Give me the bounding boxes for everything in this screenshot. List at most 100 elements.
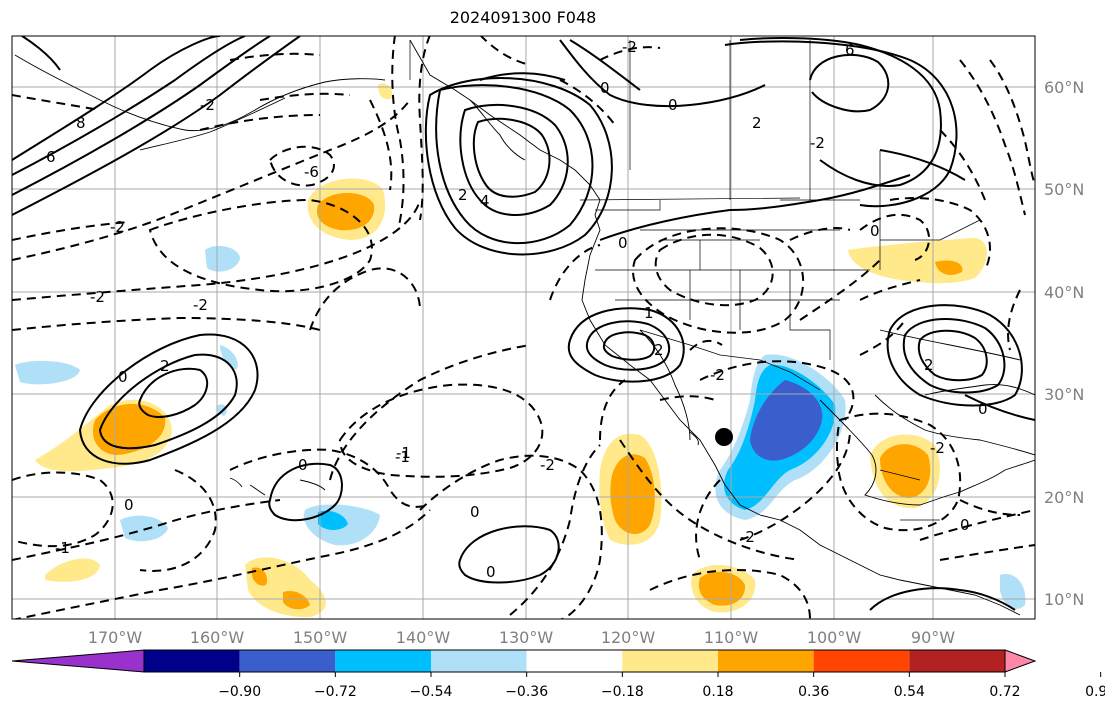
contour-label: -2 [90,288,105,306]
contour-label: 4 [480,192,490,210]
colorbar-tick-label: 0.90 [1085,684,1105,700]
contour-label: -2 [540,456,555,474]
colorbar-tick-label: −0.18 [601,684,644,700]
colorbar-border [143,649,1006,673]
positive-anomaly-light [45,558,100,582]
lon-tick-label: 120°W [601,628,656,647]
lon-tick-label: 160°W [190,628,245,647]
contour-label: 0 [978,400,988,418]
map-background [12,36,1035,619]
colorbar-extend-high [1004,649,1037,673]
lat-tick-label: 20°N [1044,488,1084,507]
positive-anomaly-mid [610,454,655,535]
lon-tick-label: 150°W [293,628,348,647]
longitude-labels: 170°W 160°W 150°W 140°W 130°W 120°W 110°… [88,628,955,647]
lat-tick-label: 40°N [1044,283,1084,302]
lon-tick-label: 140°W [396,628,451,647]
contour-label: 0 [118,368,128,386]
contour-label: 2 [752,114,762,132]
negative-anomaly-patch [220,345,238,370]
contour-label: 8 [76,114,86,132]
colorbar-tick-label: −0.54 [410,684,453,700]
negative-anomaly-patch [205,245,240,272]
colorbar-tick-label: −0.90 [218,684,261,700]
negative-anomaly-patch [318,510,348,530]
map-plot-area: 8 6 4 2 0 -2 -6 -2 2 0 -2 -1 0 -2 0 -2 0… [12,36,1035,619]
colorbar-tick-label: 0.54 [894,684,925,700]
contour-label: -1 [55,539,70,557]
colorbar-bin [718,650,814,672]
location-marker-icon [715,428,733,446]
gridlines [12,36,1035,619]
colorbar-bin [431,650,527,672]
colorbar-bin [622,650,718,672]
colorbar-tick-label: −0.36 [505,684,548,700]
map-title: 2024091300 F048 [449,8,597,27]
contour-label: 1 [644,304,654,322]
colorbar-bin [239,650,336,672]
map-frame [11,35,1036,620]
colorbar-tick-label: −0.72 [314,684,357,700]
lon-tick-label: 100°W [807,628,862,647]
colorbar-bin [144,650,240,672]
positive-anomaly-mid [880,444,931,498]
contour-label: -2 [200,96,215,114]
contour-label: -1 [395,448,410,466]
positive-anomaly-mid [935,260,963,275]
colorbar-tick-label: 0.18 [702,684,733,700]
positive-contours [12,36,1035,611]
contour-label: 0 [486,563,496,581]
contour-label: 2 [458,186,468,204]
negative-contours [12,36,1035,619]
contour-label: 0 [124,496,134,514]
lon-tick-label: 130°W [499,628,554,647]
contour-label: 0 [298,456,308,474]
contour-labels: 8 6 4 2 0 -2 -6 -2 2 0 -2 -1 0 -2 0 -2 0… [46,38,988,581]
contour-label: 0 [618,234,628,252]
lon-tick-label: 110°W [704,628,759,647]
lat-tick-label: 10°N [1044,590,1084,609]
colorbar: −0.90 −0.72 −0.54 −0.36 −0.18 0.18 0.36 0.54 0.7… [11,649,1105,700]
lat-tick-label: 50°N [1044,180,1084,199]
lat-tick-label: 30°N [1044,385,1084,404]
colorbar-extend-low [11,649,145,673]
contour-label: 2 [654,341,664,359]
contour-label: -2 [740,528,755,546]
contour-label: 0 [470,503,480,521]
contour-label: 0 [960,516,970,534]
colorbar-bin [335,650,431,672]
colorbar-bin [526,650,623,672]
negative-anomaly-strong [750,380,823,461]
colorbar-bin [813,650,910,672]
positive-anomaly-mid [283,590,310,610]
negative-anomaly-patch [120,515,168,542]
lon-tick-label: 90°W [911,628,955,647]
negative-anomaly-patch [1000,574,1026,610]
contour-label: 2 [160,357,170,375]
contour-label: 0 [600,79,610,97]
contour-label: 6 [845,41,855,59]
contour-label: -1 [396,444,411,462]
contour-label: -2 [622,38,637,56]
contour-label: 0 [870,222,880,240]
contour-label: -2 [193,296,208,314]
lat-tick-label: 60°N [1044,78,1084,97]
latitude-labels: 60°N 50°N 40°N 30°N 20°N 10°N [1044,78,1084,609]
contour-label: 6 [46,148,56,166]
contour-label: 2 [924,356,934,374]
contour-label: 0 [668,96,678,114]
positive-anomaly-mid [698,571,746,606]
colorbar-tick-label: 0.36 [798,684,829,700]
contour-label: -2 [110,218,125,236]
contour-label: -6 [304,163,319,181]
colorbar-tick-label: 0.72 [989,684,1020,700]
coastlines [14,39,1035,616]
positive-anomaly-mid [92,404,166,455]
contour-label: -2 [810,134,825,152]
colorbar-bin [909,650,1005,672]
contour-label: -2 [710,366,725,384]
lon-tick-label: 170°W [88,628,143,647]
political-borders [409,40,981,521]
contour-label: -2 [930,439,945,457]
